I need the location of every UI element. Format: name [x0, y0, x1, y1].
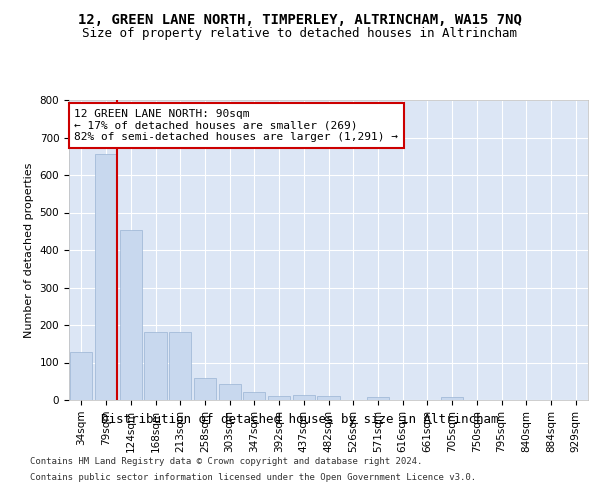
- Text: Contains HM Land Registry data © Crown copyright and database right 2024.: Contains HM Land Registry data © Crown c…: [30, 458, 422, 466]
- Bar: [441, 396, 463, 400]
- Bar: [169, 332, 191, 400]
- Bar: [95, 154, 117, 400]
- Text: Contains public sector information licensed under the Open Government Licence v3: Contains public sector information licen…: [30, 472, 476, 482]
- Y-axis label: Number of detached properties: Number of detached properties: [24, 162, 34, 338]
- Bar: [145, 332, 167, 400]
- Bar: [367, 396, 389, 400]
- Bar: [194, 378, 216, 400]
- Bar: [317, 396, 340, 400]
- Text: Distribution of detached houses by size in Altrincham: Distribution of detached houses by size …: [101, 412, 499, 426]
- Text: 12, GREEN LANE NORTH, TIMPERLEY, ALTRINCHAM, WA15 7NQ: 12, GREEN LANE NORTH, TIMPERLEY, ALTRINC…: [78, 12, 522, 26]
- Bar: [268, 396, 290, 400]
- Bar: [243, 392, 265, 400]
- Bar: [218, 384, 241, 400]
- Text: Size of property relative to detached houses in Altrincham: Size of property relative to detached ho…: [83, 28, 517, 40]
- Bar: [70, 352, 92, 400]
- Bar: [293, 395, 315, 400]
- Bar: [119, 230, 142, 400]
- Text: 12 GREEN LANE NORTH: 90sqm
← 17% of detached houses are smaller (269)
82% of sem: 12 GREEN LANE NORTH: 90sqm ← 17% of deta…: [74, 109, 398, 142]
